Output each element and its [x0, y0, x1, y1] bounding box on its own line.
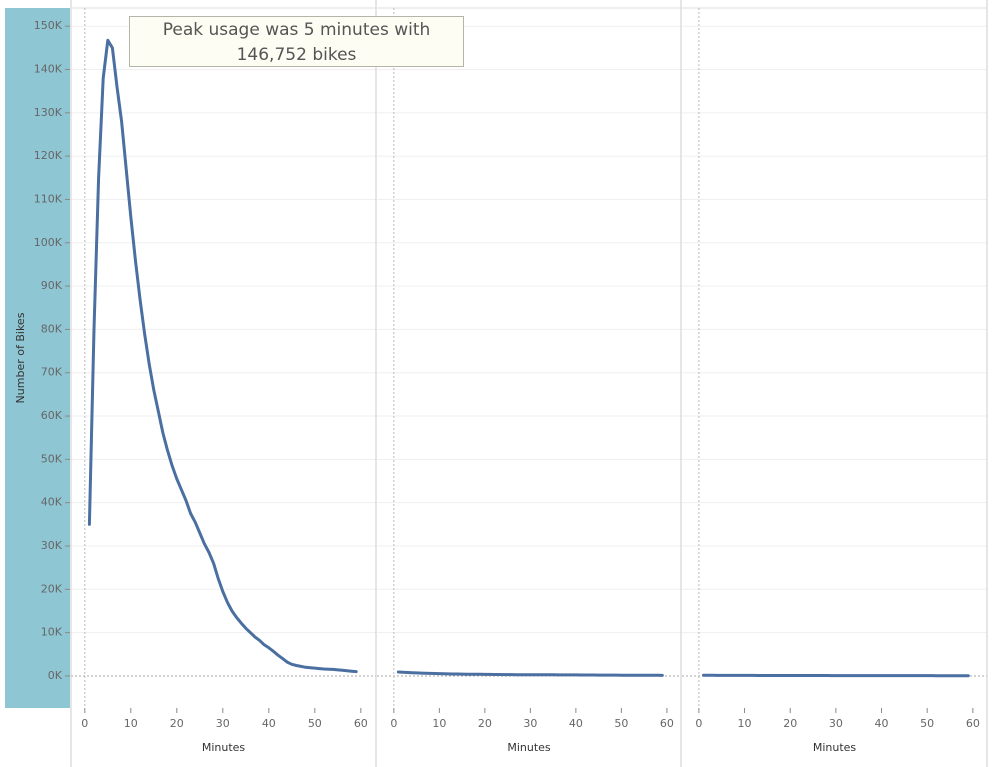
- y-tick-label: 60K: [41, 409, 63, 422]
- y-tick-label: 70K: [41, 366, 63, 379]
- x-tick-label: 40: [262, 717, 276, 730]
- y-tick-label: 30K: [41, 539, 63, 552]
- y-tick-label: 90K: [41, 279, 63, 292]
- x-tick-label: 40: [875, 717, 889, 730]
- y-tick-label: 40K: [41, 496, 63, 509]
- x-tick-label: 40: [569, 717, 583, 730]
- data-line: [87, 38, 358, 674]
- x-axis-title: Minutes: [813, 741, 857, 754]
- x-tick-label: 60: [966, 717, 980, 730]
- y-tick-label: 10K: [41, 626, 63, 639]
- x-tick-label: 60: [354, 717, 368, 730]
- x-tick-label: 30: [523, 717, 537, 730]
- annotation: Peak usage was 5 minutes with 146,752 bi…: [129, 16, 464, 67]
- x-tick-label: 0: [390, 717, 397, 730]
- y-tick-label: 0K: [48, 669, 63, 682]
- x-tick-label: 50: [308, 717, 322, 730]
- x-tick-label: 30: [216, 717, 230, 730]
- x-tick-label: 0: [81, 717, 88, 730]
- x-tick-label: 0: [695, 717, 702, 730]
- x-axis-title: Minutes: [202, 741, 246, 754]
- x-axis-title: Minutes: [507, 741, 551, 754]
- y-tick-label: 110K: [34, 192, 63, 205]
- y-tick-label: 50K: [41, 452, 63, 465]
- y-tick-label: 140K: [34, 63, 63, 76]
- x-tick-label: 20: [478, 717, 492, 730]
- y-tick-label: 150K: [34, 19, 63, 32]
- x-tick-label: 50: [614, 717, 628, 730]
- x-tick-label: 10: [738, 717, 752, 730]
- x-tick-label: 50: [920, 717, 934, 730]
- y-tick-label: 130K: [34, 106, 63, 119]
- x-tick-label: 30: [829, 717, 843, 730]
- x-tick-label: 10: [432, 717, 446, 730]
- y-axis-band: [5, 8, 70, 708]
- x-tick-label: 20: [170, 717, 184, 730]
- x-tick-label: 10: [124, 717, 138, 730]
- y-tick-label: 20K: [41, 582, 63, 595]
- y-tick-label: 100K: [34, 236, 63, 249]
- y-tick-label: 120K: [34, 149, 63, 162]
- y-tick-label: 80K: [41, 322, 63, 335]
- y-axis-title: Number of Bikes: [14, 312, 27, 403]
- x-tick-label: 20: [783, 717, 797, 730]
- x-tick-label: 60: [660, 717, 674, 730]
- data-line: [396, 670, 664, 677]
